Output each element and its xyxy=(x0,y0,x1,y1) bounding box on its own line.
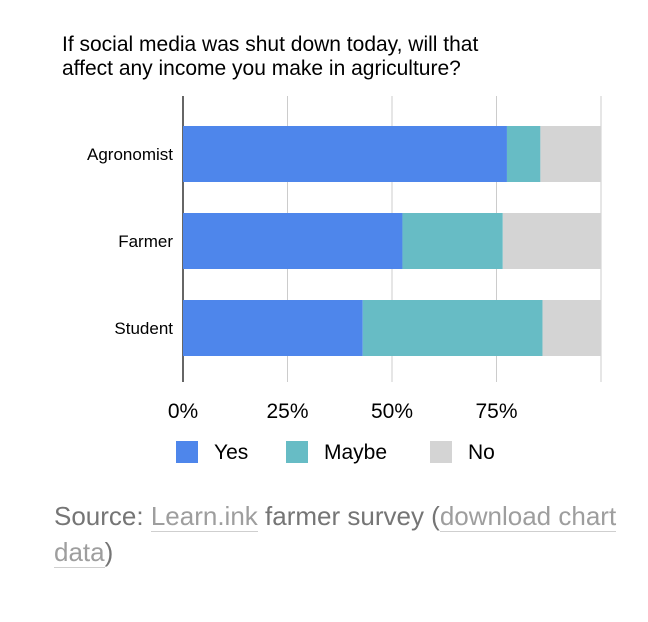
bars xyxy=(183,126,601,356)
legend-swatch-yes xyxy=(176,441,198,463)
category-labels: Agronomist Farmer Student xyxy=(87,145,173,338)
chart-title: If social media was shut down today, wil… xyxy=(62,33,478,80)
legend-swatch-no xyxy=(430,441,452,463)
chart-title-line: affect any income you make in agricultur… xyxy=(62,57,461,80)
legend-label-yes: Yes xyxy=(214,441,248,464)
legend-label-maybe: Maybe xyxy=(324,441,387,464)
legend-swatch-maybe xyxy=(286,441,308,463)
x-tick-label: 0% xyxy=(168,400,198,423)
bar-agronomist-no xyxy=(540,126,601,182)
bar-agronomist-maybe xyxy=(506,126,541,182)
legend: Yes Maybe No xyxy=(176,441,495,464)
x-tick-labels: 0% 25% 50% 75% xyxy=(168,400,518,423)
x-tick-label: 75% xyxy=(475,400,517,423)
bar-farmer-yes xyxy=(183,213,403,269)
learn-ink-link[interactable]: Learn.ink xyxy=(150,501,258,532)
x-tick-label: 25% xyxy=(266,400,308,423)
legend-label-no: No xyxy=(468,441,495,464)
x-tick-label: 50% xyxy=(371,400,413,423)
category-label: Student xyxy=(114,319,173,338)
bar-agronomist-yes xyxy=(183,126,507,182)
source-note: Source: Learn.ink farmer survey (downloa… xyxy=(54,498,634,570)
bar-farmer-no xyxy=(502,213,601,269)
stacked-bar-chart: If social media was shut down today, wil… xyxy=(62,33,602,464)
bar-student-yes xyxy=(183,300,363,356)
bar-farmer-maybe xyxy=(402,213,503,269)
download-chart-data-link[interactable]: download chart data xyxy=(54,501,617,568)
bar-student-maybe xyxy=(362,300,543,356)
category-label: Agronomist xyxy=(87,145,173,164)
chart-title-line: If social media was shut down today, wil… xyxy=(62,33,478,56)
category-label: Farmer xyxy=(118,232,173,251)
source-prefix: Source: xyxy=(54,501,151,531)
source-middle: farmer survey ( xyxy=(257,501,440,531)
bar-student-no xyxy=(542,300,601,356)
source-suffix: ) xyxy=(104,537,114,567)
